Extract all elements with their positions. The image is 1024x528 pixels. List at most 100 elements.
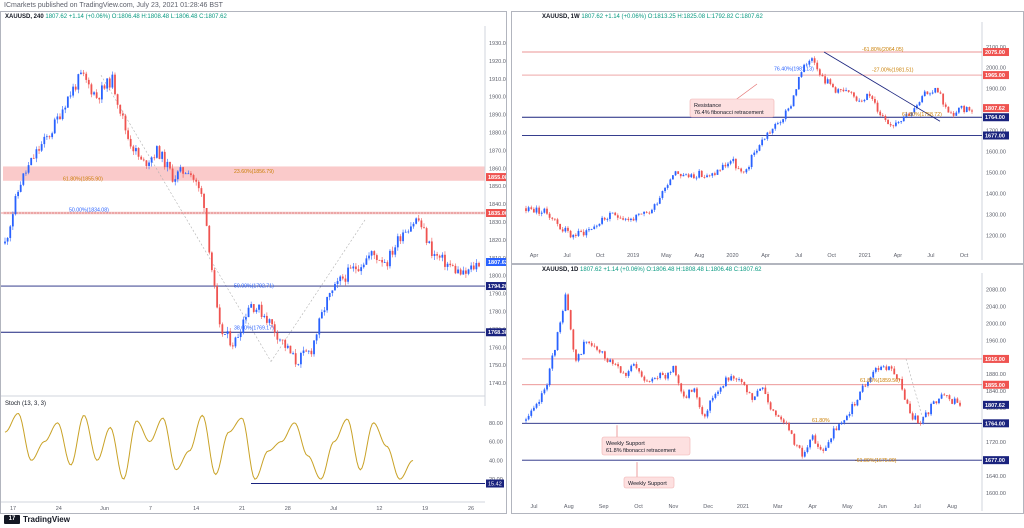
y-tick-label: 1830.00 — [489, 220, 507, 226]
candle-body — [203, 193, 205, 208]
candle-body — [845, 90, 847, 92]
candle-body — [950, 112, 952, 114]
candle-body — [307, 350, 310, 352]
y-tick-label: 1880.00 — [489, 130, 507, 136]
candle-body — [281, 339, 284, 341]
candle-body — [603, 217, 606, 220]
candle-body — [738, 379, 740, 380]
candle-body — [859, 391, 861, 400]
candle-body — [129, 138, 132, 147]
stoch-tick-label: 60.00 — [489, 440, 503, 446]
candle-body — [772, 409, 775, 411]
candle-body — [242, 319, 245, 333]
candle-body — [116, 94, 119, 105]
candle-body — [963, 105, 966, 113]
symbol-timeframe: XAUUSD, 1D — [542, 267, 579, 273]
trendline — [823, 51, 941, 122]
candle-body — [667, 372, 669, 379]
candle-body — [643, 376, 646, 381]
candle-body — [879, 111, 882, 116]
tradingview-footer[interactable]: 17 TradingView — [4, 515, 70, 524]
candle-body — [864, 385, 867, 387]
x-tick-label: Oct — [596, 253, 605, 259]
candle-body — [713, 173, 716, 175]
candle-body — [161, 151, 164, 159]
candle-body — [446, 263, 449, 267]
x-tick-label: Jul — [564, 253, 571, 259]
candle-body — [805, 64, 808, 66]
candle-body — [742, 171, 745, 173]
candle-body — [693, 174, 695, 179]
candle-body — [606, 358, 609, 362]
fib-label: 50.00%(1834.08) — [69, 208, 109, 214]
panel-title: XAUUSD, 1W 1807.62 +1.14 (+0.06%) O:1813… — [542, 14, 763, 20]
candle-body — [876, 102, 879, 112]
chart-panel-daily[interactable]: XAUUSD, 1D 1807.62 +1.14 (+0.06%) O:1806… — [511, 264, 1024, 514]
candle-body — [205, 207, 208, 226]
candle-body — [734, 158, 737, 169]
chart-canvas-daily[interactable]: 2080.002040.002000.001960.001920.001880.… — [512, 265, 1024, 514]
y-tick-label: 2000.00 — [986, 66, 1006, 72]
ohlc-readout: 1807.62 +1.14 (+0.06%) O:1813.25 H:1825.… — [581, 14, 763, 20]
candle-body — [664, 375, 667, 379]
candle-body — [703, 176, 706, 178]
candle-body — [929, 93, 931, 95]
candle-body — [819, 446, 822, 450]
chart-canvas-weekly[interactable]: 2100.002000.001900.001800.001700.001600.… — [512, 12, 1024, 264]
candle-body — [803, 451, 806, 457]
y-tick-label: 1760.00 — [489, 345, 507, 351]
price-badge-text: 1807.62 — [985, 403, 1005, 409]
x-tick-label: 12 — [376, 506, 382, 512]
candle-body — [952, 112, 955, 116]
candle-body — [606, 218, 609, 220]
y-tick-label: 1850.00 — [489, 184, 507, 190]
candle-body — [216, 285, 219, 308]
candle-body — [675, 365, 677, 376]
annotation-box — [623, 476, 675, 489]
y-tick-label: 1800.00 — [489, 274, 507, 280]
candle-body — [622, 372, 625, 374]
candle-body — [619, 366, 622, 373]
fib-label: 50.00%(1792.71) — [234, 283, 274, 289]
candle-body — [145, 160, 148, 166]
candle-body — [746, 384, 748, 393]
candle-body — [719, 169, 722, 171]
candle-body — [132, 146, 135, 152]
price-badge — [983, 380, 1009, 389]
candle-body — [640, 213, 643, 215]
candle-body — [357, 269, 360, 272]
chart-panel-4h[interactable]: XAUUSD, 240 1807.62 +1.14 (+0.06%) O:180… — [0, 11, 507, 514]
y-tick-label: 1600.00 — [986, 150, 1006, 156]
chart-canvas-4h[interactable]: 1930.00 1920.00 1910.00 1900.00 1890.00 1880.… — [1, 12, 507, 514]
candle-body — [588, 341, 591, 344]
candle-body — [874, 368, 877, 372]
candle-body — [59, 116, 61, 120]
fib-label: -61.80%(1675.00) — [855, 458, 897, 464]
candle-body — [944, 104, 947, 107]
candle-body — [698, 397, 701, 408]
candle-body — [593, 345, 596, 347]
fib-label: -61.80%(2064.05) — [862, 47, 904, 53]
candle-body — [297, 364, 300, 366]
price-badge — [983, 131, 1009, 140]
chart-panel-weekly[interactable]: XAUUSD, 1W 1807.62 +1.14 (+0.06%) O:1813… — [511, 11, 1024, 264]
candle-body — [911, 413, 914, 420]
candle-body — [845, 415, 848, 421]
candle-body — [934, 87, 937, 93]
candle-body — [953, 398, 956, 404]
price-badge-text: 1764.00 — [985, 421, 1005, 427]
candle-body — [625, 372, 627, 376]
candle-body — [258, 304, 260, 310]
candle-body — [475, 262, 478, 270]
annotation-box — [689, 98, 775, 118]
y-tick-label: 1930.00 — [489, 41, 507, 47]
candle-body — [386, 262, 389, 267]
candle-body — [284, 339, 287, 348]
candle-body — [927, 412, 930, 415]
price-badge-text: 1916.00 — [985, 357, 1005, 363]
candle-body — [761, 139, 764, 146]
candle-body — [263, 315, 266, 317]
price-badge-text: 1965.00 — [985, 73, 1005, 79]
candle-body — [930, 403, 932, 415]
candle-body — [677, 375, 680, 384]
